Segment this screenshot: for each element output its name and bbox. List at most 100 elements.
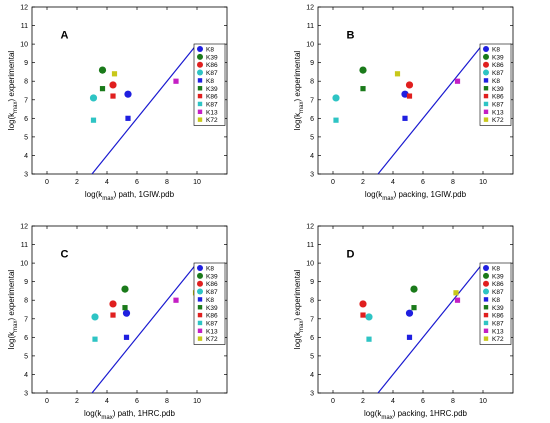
legend-label: K8 <box>206 266 214 273</box>
x-tick-label: 6 <box>421 179 425 186</box>
legend-label: K87 <box>492 289 504 296</box>
y-axis-label: log(kmax) experimental <box>7 51 19 131</box>
y-tick-label: 10 <box>20 42 28 49</box>
y-tick-label: 4 <box>24 372 28 379</box>
x-tick-label: 2 <box>75 179 79 186</box>
legend-marker-circle <box>483 69 489 76</box>
point-k13-square <box>454 78 461 84</box>
legend-label: K86 <box>206 94 218 101</box>
point-k86-square <box>406 93 413 99</box>
legend-label: K39 <box>206 86 218 93</box>
legend-label: K13 <box>492 109 504 116</box>
legend-marker-square <box>483 305 489 310</box>
x-tick-label: 8 <box>451 179 455 186</box>
x-tick-label: 4 <box>391 179 395 186</box>
panel-A: 0 2 4 6 8 10 3 4 5 6 7 8 9 10 11 12 log(kmax) path, 1GIW… <box>7 5 228 202</box>
legend-label: K86 <box>206 62 218 69</box>
plot-frame <box>31 225 228 394</box>
point-k13-square <box>173 78 179 84</box>
x-tick-label: 2 <box>361 179 365 186</box>
legend-label: K13 <box>206 109 218 116</box>
panel-letter: C <box>61 249 69 261</box>
y-tick-label: 4 <box>24 153 28 160</box>
point-k39-square <box>122 305 128 311</box>
legend-label: K39 <box>206 305 218 312</box>
legend-label: K86 <box>206 313 218 320</box>
legend-label: K87 <box>492 320 504 327</box>
legend-marker-circle <box>197 280 203 287</box>
legend-marker-circle <box>197 272 203 279</box>
y-tick-label: 10 <box>306 42 314 49</box>
y-tick-label: 7 <box>310 97 314 104</box>
x-tick-label: 6 <box>421 398 425 405</box>
point-k87-square <box>90 117 97 123</box>
legend-marker-circle <box>197 265 203 271</box>
legend-label: K87 <box>206 289 218 296</box>
point-k8-circle <box>124 90 132 98</box>
y-tick-label: 3 <box>24 172 28 179</box>
legend-marker-square <box>197 320 203 326</box>
y-tick-label: 12 <box>306 5 314 12</box>
x-tick-label: 2 <box>75 398 79 405</box>
panel-B: 0 2 4 6 8 10 3 4 5 6 7 8 9 10 11 12 log(kmax) packing, 1… <box>293 5 514 202</box>
x-tick-label: 8 <box>165 179 169 186</box>
legend-marker-square <box>483 109 489 114</box>
x-tick-label: 4 <box>105 398 109 405</box>
legend-marker-square <box>197 336 203 341</box>
legend-label: K8 <box>492 266 500 273</box>
legend-marker-square <box>483 320 489 326</box>
legend-marker-square <box>197 117 203 122</box>
y-tick-label: 4 <box>310 153 314 160</box>
legend-marker-square <box>483 86 489 91</box>
legend-marker-circle <box>483 272 489 279</box>
legend-label: K13 <box>492 328 504 335</box>
y-tick-label: 9 <box>24 279 28 286</box>
legend-marker-square <box>197 101 203 107</box>
y-tick-label: 9 <box>24 60 28 67</box>
legend-marker-circle <box>197 288 203 295</box>
point-k72-square <box>111 71 118 77</box>
point-k8-circle <box>405 309 414 317</box>
legend-label: K13 <box>206 328 218 335</box>
point-k87-circle <box>89 94 98 102</box>
y-tick-label: 11 <box>21 23 28 30</box>
point-k87-circle <box>91 313 99 321</box>
y-tick-label: 6 <box>310 116 314 123</box>
legend-marker-square <box>483 117 489 122</box>
y-tick-label: 5 <box>24 353 28 360</box>
legend-label: K87 <box>206 320 218 327</box>
y-tick-label: 11 <box>307 242 314 249</box>
legend-label: K86 <box>492 62 504 69</box>
legend-label: K8 <box>492 47 500 54</box>
y-tick-label: 3 <box>24 391 28 398</box>
y-tick-label: 8 <box>310 298 314 305</box>
point-k87-square <box>366 336 372 342</box>
legend-label: K8 <box>206 47 214 54</box>
point-k13-square <box>454 297 461 303</box>
diagonal-line <box>91 43 198 175</box>
point-k8-circle <box>401 90 409 98</box>
legend-marker-square <box>483 93 489 99</box>
y-tick-label: 11 <box>307 23 314 30</box>
y-tick-label: 3 <box>310 391 314 398</box>
legend-label: K39 <box>206 54 218 61</box>
point-k8-square <box>402 115 408 121</box>
legend-label: K39 <box>206 273 218 280</box>
legend-label: K39 <box>492 305 504 312</box>
y-axis-label: log(kmax) experimental <box>293 51 305 131</box>
x-tick-label: 0 <box>331 179 335 186</box>
panel-letter: A <box>61 30 69 42</box>
point-k86-circle <box>109 81 117 89</box>
legend-marker-circle <box>483 53 489 60</box>
point-k86-circle <box>405 81 414 89</box>
y-tick-label: 12 <box>20 224 28 231</box>
legend-label: K87 <box>206 70 218 77</box>
point-k39-circle <box>410 285 418 293</box>
plot-frame <box>317 225 514 394</box>
x-tick-label: 4 <box>391 398 395 405</box>
panel-letter: D <box>347 249 355 261</box>
point-k39-circle <box>121 285 129 293</box>
y-tick-label: 8 <box>24 298 28 305</box>
x-tick-label: 2 <box>361 398 365 405</box>
legend-marker-square <box>483 101 489 107</box>
